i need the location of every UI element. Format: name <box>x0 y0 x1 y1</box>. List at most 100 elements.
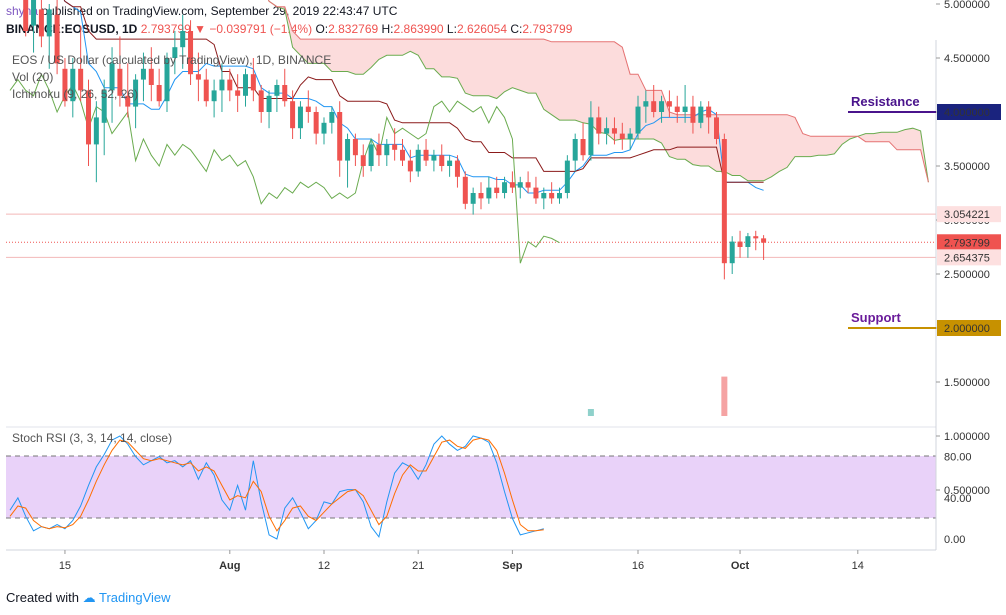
candle-body <box>321 122 327 134</box>
candle-body <box>195 74 201 80</box>
candle-body <box>729 241 735 264</box>
tradingview-logo-icon[interactable]: ☁ <box>82 590 96 605</box>
down-arrow-icon: ▼ <box>194 22 206 36</box>
time-tick-label: Sep <box>502 560 522 572</box>
candle-body <box>549 193 555 199</box>
candle-body <box>54 14 60 64</box>
candle-body <box>541 193 547 199</box>
candles[interactable] <box>8 0 767 280</box>
low-label: L: <box>446 22 457 36</box>
last-price-tag <box>937 234 1001 251</box>
stoch-legend[interactable]: Stoch RSI (3, 3, 14, 14, close) <box>12 431 172 445</box>
candle-body <box>666 101 672 107</box>
candle-body <box>337 112 343 161</box>
candle-body <box>651 101 657 112</box>
candle-body <box>745 236 751 247</box>
candle-body <box>227 79 233 91</box>
candle-body <box>447 160 453 166</box>
footer-brand[interactable]: TradingView <box>99 590 171 605</box>
senkou-span-b <box>267 0 929 183</box>
candle-body <box>494 187 500 193</box>
time-tick-label: 12 <box>318 560 330 572</box>
level-high-value: 3.054221 <box>944 209 990 221</box>
candle-body <box>596 117 602 134</box>
volume-bar <box>587 409 594 416</box>
volume-legend[interactable]: Vol (20) <box>12 70 53 84</box>
candle-body <box>297 106 303 129</box>
candle-body <box>305 106 311 112</box>
time-axis[interactable]: 15 Aug 12 21 Sep 16 Oct 14 <box>59 550 864 572</box>
candle-body <box>188 31 194 75</box>
candle-body <box>203 79 209 102</box>
level-low-tag <box>937 249 1001 266</box>
candle-body <box>502 182 508 193</box>
candle-body <box>721 139 727 264</box>
candle-body <box>557 193 562 199</box>
candle-body <box>329 112 335 123</box>
stoch-tick-label: 0.00 <box>944 534 965 546</box>
candle-body <box>517 182 523 188</box>
chart-title-legend[interactable]: EOS / US Dollar (calculated by TradingVi… <box>12 53 331 67</box>
candle-body <box>156 85 162 102</box>
candle-body <box>101 90 107 123</box>
candle-body <box>70 68 76 102</box>
stoch-d-line <box>9 437 544 532</box>
candle-body <box>384 144 390 156</box>
candle-body <box>282 85 288 102</box>
candle-body <box>266 95 272 112</box>
footer-prefix: Created with <box>6 590 79 605</box>
open-value: 2.832769 <box>328 22 379 36</box>
candle-body <box>290 101 296 129</box>
last-price-value: 2.793799 <box>944 237 990 249</box>
candle-body <box>140 68 146 80</box>
kijun-line <box>63 0 764 183</box>
candle-body <box>258 90 264 112</box>
high-value: 2.863990 <box>393 22 444 36</box>
candle-body <box>164 58 170 102</box>
price-chart[interactable]: 5.0000004.5000004.0000003.5000003.000000… <box>0 0 1006 590</box>
time-tick-label: 21 <box>412 560 424 572</box>
support-value: 2.000000 <box>944 323 990 335</box>
candle-body <box>682 106 688 112</box>
last-price: 2.793799 <box>140 22 191 36</box>
candle-body <box>564 160 570 193</box>
candle-body <box>619 133 625 139</box>
ohlc-header: BINANCE:EOSUSD, 1D 2.793799 ▼ −0.039791 … <box>6 22 572 36</box>
candle-body <box>93 117 99 145</box>
candle-body <box>211 90 217 102</box>
stoch-band <box>6 456 936 518</box>
candle-body <box>313 112 319 134</box>
volume-bars <box>587 376 728 416</box>
time-tick-label: 16 <box>632 560 644 572</box>
stoch-axis[interactable]: 80.00 40.00 0.00 <box>944 452 972 546</box>
candle-body <box>486 187 492 199</box>
stoch-rsi-lines <box>9 435 544 540</box>
price-tick-label: 4.500000 <box>944 53 990 65</box>
price-tick-label: 1.500000 <box>944 377 990 389</box>
candle-body <box>706 106 712 118</box>
candle-body <box>604 128 610 134</box>
price-tick-label: 0.500000 <box>944 485 990 497</box>
ichimoku-legend[interactable]: Ichimoku (9, 26, 52, 26) <box>12 87 138 101</box>
close-label: C: <box>510 22 523 36</box>
publish-header: shyna published on TradingView.com, Sept… <box>6 4 397 18</box>
candle-body <box>235 90 241 96</box>
candle-body <box>109 63 115 91</box>
candle-body <box>659 101 665 112</box>
candle-body <box>627 133 633 139</box>
candle-body <box>345 139 351 161</box>
level-high-tag <box>937 206 1001 223</box>
candle-body <box>714 117 719 139</box>
price-change: −0.039791 (−1.4%) <box>209 22 313 36</box>
author-name[interactable]: shyna <box>6 4 39 18</box>
candle-body <box>250 74 256 91</box>
candle-body <box>454 160 460 177</box>
candle-body <box>376 144 382 156</box>
time-tick-label: 15 <box>59 560 71 572</box>
price-levels <box>6 213 936 258</box>
candle-body <box>470 193 476 204</box>
stoch-k-line <box>9 435 544 540</box>
stoch-tick-label: 80.00 <box>944 452 972 464</box>
volume-bar <box>721 376 728 416</box>
candle-body <box>415 149 421 172</box>
